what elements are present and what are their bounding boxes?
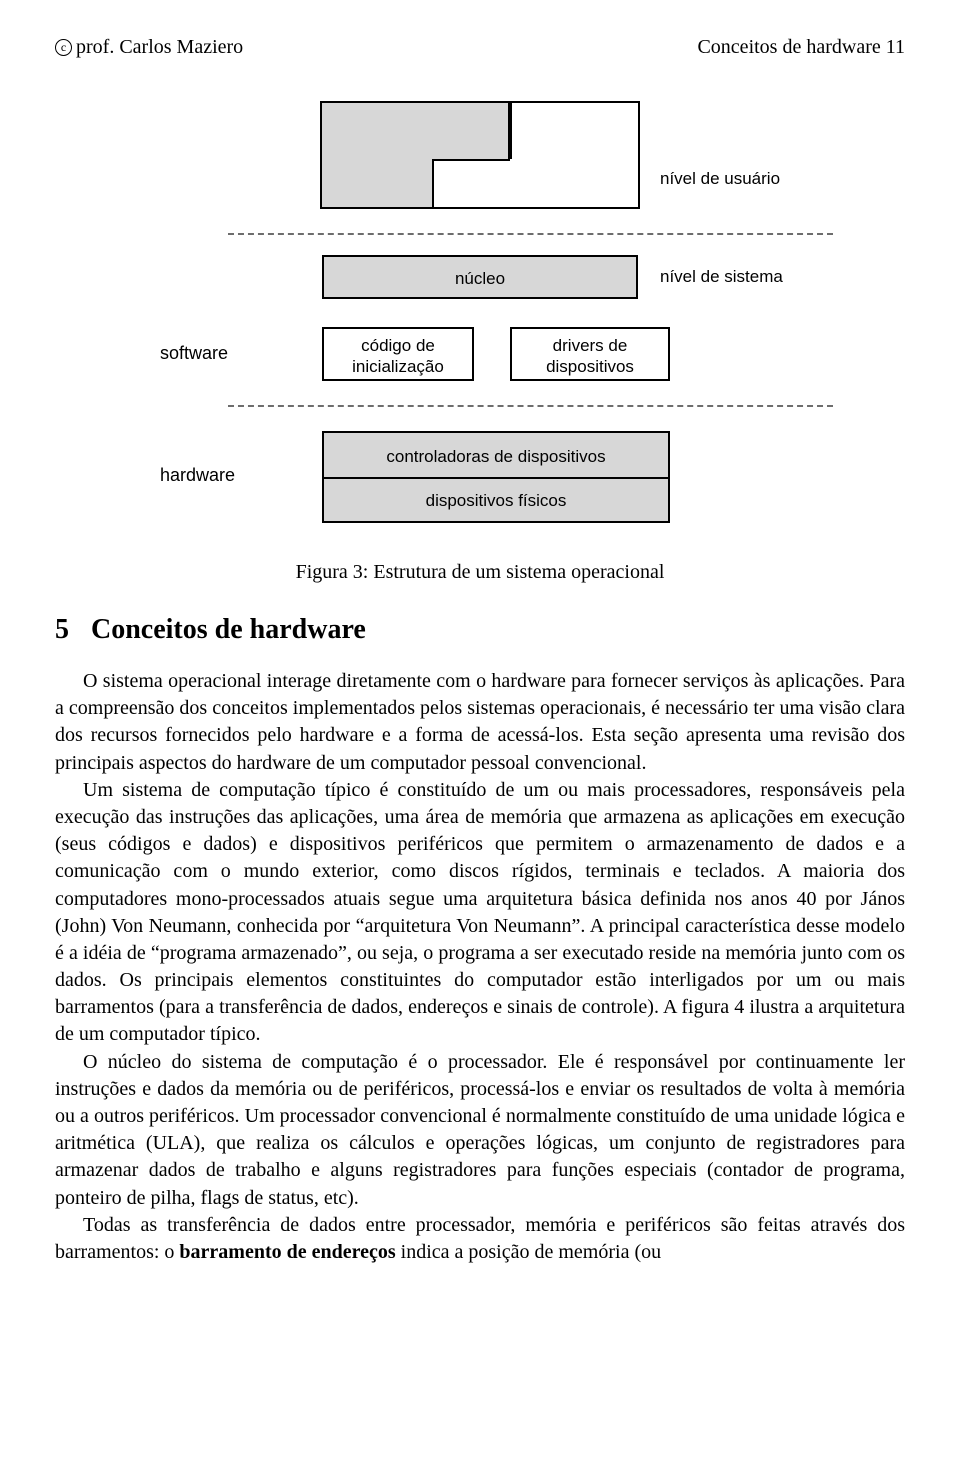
- drivers-box: drivers de dispositivos: [510, 327, 670, 381]
- controladoras-label: controladoras de dispositivos: [324, 433, 668, 467]
- paragraph-1: O sistema operacional interage diretamen…: [55, 668, 905, 777]
- programas-box-bottom: [432, 159, 640, 209]
- section-heading: 5 Conceitos de hardware: [55, 614, 905, 646]
- programas-box-top: [510, 101, 640, 161]
- paragraph-4-bold: barramento de endereços: [179, 1241, 395, 1263]
- page-header: cprof. Carlos Maziero Conceitos de hardw…: [55, 36, 905, 59]
- section-title: Conceitos de hardware: [91, 614, 366, 645]
- separator-dash-1: [228, 233, 833, 235]
- figure-3-diagram: aplicativos programas utilitários nível …: [160, 95, 800, 545]
- paragraph-2: Um sistema de computação típico é consti…: [55, 777, 905, 1049]
- section-number: 5: [55, 614, 69, 645]
- header-page-number: 11: [886, 36, 905, 58]
- paragraph-4: Todas as transferência de dados entre pr…: [55, 1212, 905, 1266]
- header-title-text: Conceitos de hardware: [697, 36, 880, 58]
- system-level-label: nível de sistema: [660, 267, 783, 287]
- user-level-label: nível de usuário: [660, 169, 780, 189]
- nucleo-box: núcleo: [322, 255, 638, 299]
- header-title: Conceitos de hardware 11: [697, 36, 905, 59]
- hardware-box: controladoras de dispositivos dispositiv…: [322, 431, 670, 523]
- author-name: prof. Carlos Maziero: [76, 36, 243, 58]
- copyright-icon: c: [55, 39, 72, 56]
- dispositivos-fisicos-label: dispositivos físicos: [324, 479, 668, 511]
- software-side-label: software: [160, 343, 228, 364]
- header-author: cprof. Carlos Maziero: [55, 36, 243, 59]
- codigo-inicializacao-box: código de inicialização: [322, 327, 474, 381]
- figure-3-caption: Figura 3: Estrutura de um sistema operac…: [55, 561, 905, 584]
- hardware-side-label: hardware: [160, 465, 235, 486]
- paragraph-4-part-b: indica a posição de memória (ou: [396, 1241, 661, 1263]
- paragraph-3: O núcleo do sistema de computação é o pr…: [55, 1049, 905, 1212]
- separator-dash-2: [228, 405, 833, 407]
- user-level-boxes: aplicativos programas utilitários: [320, 101, 640, 209]
